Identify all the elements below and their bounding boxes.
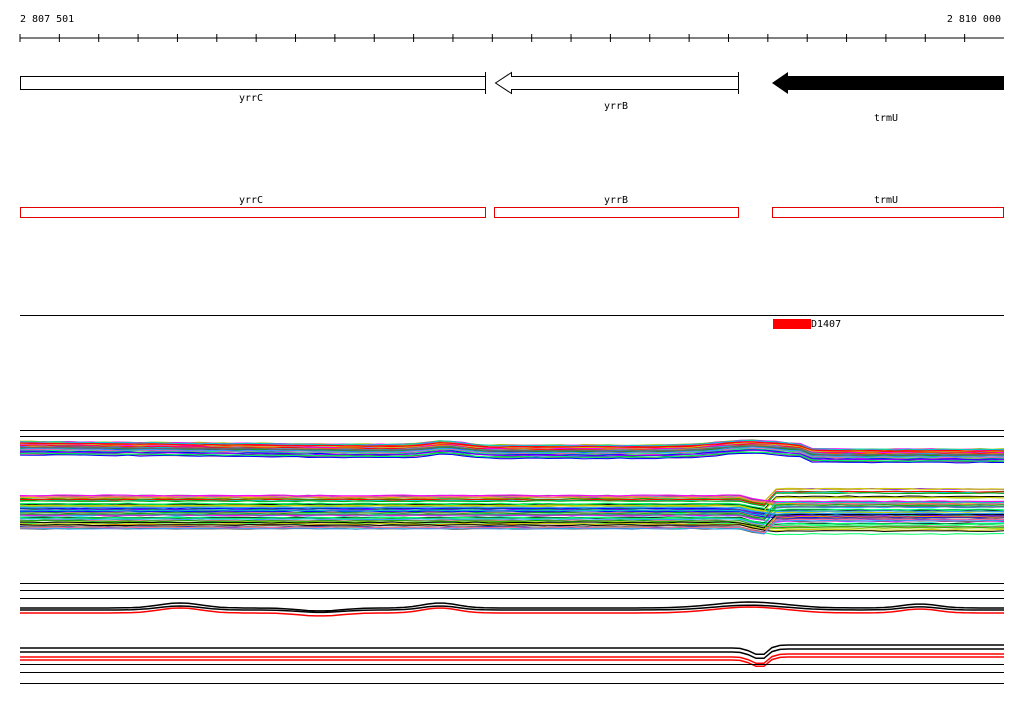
gene-yrrC[interactable] [20, 76, 486, 90]
trace [19, 502, 1005, 511]
trace [19, 492, 1005, 507]
trace [19, 441, 1005, 452]
trace [19, 443, 1004, 454]
trace [19, 446, 1005, 458]
trace [19, 504, 1005, 519]
trace [19, 506, 1005, 515]
trace [20, 439, 1005, 451]
gene-trmU[interactable] [772, 72, 1004, 94]
trace [19, 519, 1005, 535]
ruler-end: 2 810 000 [947, 14, 1001, 25]
gene-label: trmU [874, 113, 898, 124]
feature-label: yrrB [604, 195, 628, 206]
expression-traces [19, 430, 1005, 684]
feature-box[interactable] [20, 207, 486, 218]
trace [20, 604, 1004, 614]
trace [19, 515, 1005, 531]
feature-label: yrrC [239, 195, 263, 206]
trace [20, 648, 1004, 660]
feature-box[interactable] [494, 207, 739, 218]
trace [20, 513, 1005, 529]
trace [19, 496, 1005, 512]
gene-label: yrrC [239, 93, 263, 104]
trace [19, 445, 1005, 456]
trace [20, 606, 1004, 617]
trace [19, 510, 1005, 526]
trace [19, 522, 1005, 532]
trace [19, 516, 1005, 525]
trace [20, 644, 1004, 656]
feature-label: trmU [874, 195, 898, 206]
trace [19, 494, 1005, 503]
trace [19, 451, 1005, 462]
trace [19, 449, 1005, 461]
feature-box[interactable] [772, 207, 1004, 218]
ruler-start: 2 807 501 [20, 14, 74, 25]
trace [19, 524, 1005, 533]
trace [19, 519, 1005, 529]
trace [19, 514, 1005, 523]
ruler-ticks [19, 34, 966, 42]
trace [20, 601, 1004, 612]
trace [19, 501, 1005, 517]
trace [19, 517, 1005, 533]
gene-yrrB[interactable] [494, 71, 739, 95]
trace [19, 505, 1005, 521]
trace [20, 653, 1004, 665]
gene-label: yrrB [604, 101, 628, 112]
trace [19, 518, 1005, 534]
trace [19, 508, 1005, 518]
trace [19, 452, 1004, 464]
region-box[interactable] [773, 319, 811, 329]
region-label: D1407 [811, 319, 841, 330]
trace [20, 656, 1004, 668]
